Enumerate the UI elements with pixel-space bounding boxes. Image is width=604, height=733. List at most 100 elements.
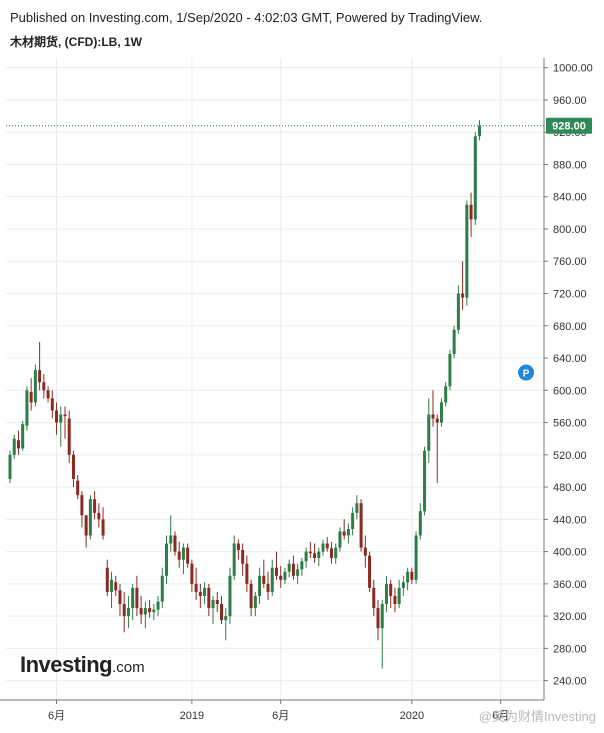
candle-body — [148, 608, 152, 613]
candle-body — [393, 595, 397, 605]
candle-body — [253, 595, 257, 609]
y-tick-label: 280.00 — [553, 643, 587, 655]
candle-body — [173, 535, 177, 552]
candle-body — [186, 547, 190, 564]
candle-body — [156, 601, 160, 610]
y-tick-label: 600.00 — [553, 385, 587, 397]
candle-body — [198, 591, 202, 596]
candle-body — [355, 503, 359, 513]
y-tick-label: 560.00 — [553, 418, 587, 430]
candle-body — [262, 575, 266, 584]
candle-body — [274, 567, 278, 576]
y-tick-label: 240.00 — [553, 676, 587, 688]
candle-body — [194, 583, 198, 592]
candle-body — [406, 571, 410, 583]
candle-body — [93, 499, 97, 513]
y-tick-label: 320.00 — [553, 611, 587, 623]
x-tick-label: 2019 — [180, 710, 204, 722]
candle-body — [67, 418, 71, 455]
candle-body — [8, 454, 12, 480]
candle-body — [346, 529, 350, 536]
candle-body — [338, 531, 342, 548]
candle-body — [456, 293, 460, 330]
candle-body — [236, 543, 240, 550]
symbol-title: 木材期货, (CFD):LB, 1W — [10, 35, 142, 49]
candle-body — [131, 587, 135, 609]
candle-body — [376, 608, 380, 629]
candle-body — [478, 125, 482, 137]
candle-body — [410, 571, 414, 580]
candle-body — [452, 329, 456, 354]
event-marker — [518, 364, 535, 381]
candle-body — [325, 543, 329, 549]
candle-body — [397, 587, 401, 605]
candle-body — [414, 535, 418, 580]
candle-body — [308, 551, 312, 554]
candle-body — [444, 386, 448, 403]
overlay-layer: 928.00 P — [6, 117, 592, 381]
candle-body — [135, 587, 139, 609]
y-tick-label: 440.00 — [553, 514, 587, 526]
candle-body — [21, 424, 25, 449]
chart-grid — [6, 58, 544, 700]
y-tick-label: 680.00 — [553, 321, 587, 333]
candle-body — [122, 604, 126, 617]
candle-body — [380, 604, 384, 629]
candle-body — [291, 563, 295, 576]
candle-body — [423, 450, 427, 512]
candle-body — [342, 531, 346, 536]
candle-body — [84, 515, 88, 536]
candle-body — [435, 418, 439, 423]
candle-body — [224, 616, 228, 621]
candle-body — [55, 410, 59, 423]
candle-body — [245, 563, 249, 584]
candle-body — [329, 548, 333, 559]
candle-body — [59, 414, 63, 423]
y-tick-label: 400.00 — [553, 547, 587, 559]
candle-body — [372, 587, 376, 609]
candle-body — [215, 599, 219, 605]
candles-layer — [8, 120, 482, 669]
candle-body — [321, 543, 325, 552]
candle-body — [114, 582, 118, 591]
candle-body — [359, 503, 363, 548]
axes-layer: 1000.00960.00920.00880.00840.00800.00760… — [0, 58, 593, 722]
candle-body — [334, 547, 338, 559]
x-tick-label: 6月 — [48, 710, 65, 722]
candle-body — [101, 519, 105, 536]
candle-body — [50, 398, 54, 411]
candle-body — [38, 370, 42, 383]
candle-body — [351, 512, 355, 530]
candle-body — [76, 480, 80, 496]
candle-body — [473, 136, 477, 220]
candle-body — [110, 579, 114, 592]
candle-body — [249, 583, 253, 609]
candle-body — [241, 549, 245, 564]
candle-body — [384, 583, 388, 605]
y-tick-label: 640.00 — [553, 353, 587, 365]
y-tick-label: 880.00 — [553, 159, 587, 171]
candle-body — [232, 543, 236, 576]
candle-body — [165, 543, 169, 576]
logo-suffix: .com — [112, 659, 145, 676]
candle-body — [16, 440, 20, 449]
y-tick-label: 520.00 — [553, 450, 587, 462]
y-tick-label: 840.00 — [553, 192, 587, 204]
candle-body — [46, 390, 50, 399]
y-tick-label: 480.00 — [553, 482, 587, 494]
logo-main: Investing — [20, 652, 113, 677]
candle-body — [317, 551, 321, 559]
candle-body — [313, 553, 317, 559]
candle-body — [63, 414, 67, 417]
candle-body — [304, 551, 308, 562]
candle-body — [126, 608, 130, 617]
candle-body — [42, 382, 46, 391]
candle-body — [190, 563, 194, 584]
candle-body — [152, 609, 156, 613]
watermark: @英为财情Investing — [478, 709, 596, 724]
candle-body — [25, 390, 29, 426]
candle-body — [33, 370, 37, 403]
candle-body — [469, 204, 473, 220]
candle-body — [88, 499, 92, 536]
